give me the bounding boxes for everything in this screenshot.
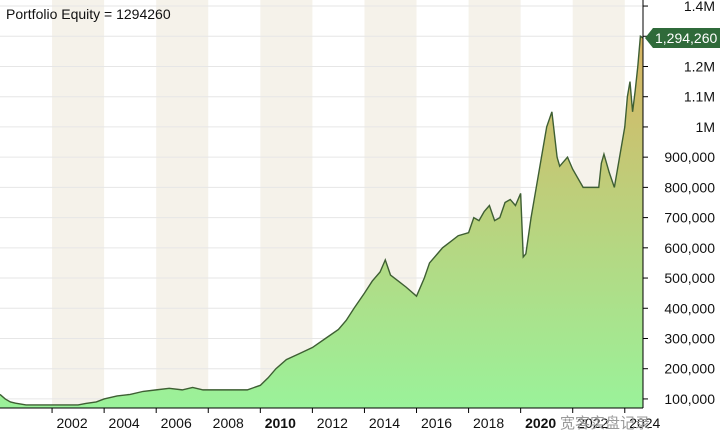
x-axis-ticks: 2002 2004 2006 2008 2010 2012 2014 2016 2018 2020… <box>51 408 661 431</box>
year-band <box>52 0 105 408</box>
y-tick-label: 600,000 <box>664 240 715 256</box>
y-tick-label: 100,000 <box>664 391 715 407</box>
y-tick-label: 200,000 <box>664 361 715 377</box>
y-tick-label: 1.1M <box>684 89 715 105</box>
year-band <box>156 0 209 408</box>
x-tick-label: 2006 <box>161 415 192 431</box>
y-tick-label: 500,000 <box>664 270 715 286</box>
last-value-box <box>645 28 720 49</box>
x-tick-label: 2022 <box>577 415 608 431</box>
y-tick-label: 300,000 <box>664 330 715 346</box>
x-tick-label: 2004 <box>109 415 140 431</box>
last-value-label: 1,294,260 <box>655 30 717 46</box>
year-band <box>260 0 313 408</box>
watermark-text: 宽客实盘记录 <box>560 414 650 432</box>
y-tick-label: 1M <box>696 119 715 135</box>
y-tick-label: 700,000 <box>664 210 715 226</box>
x-tick-label: 2014 <box>369 415 400 431</box>
y-tick-label: 1.2M <box>684 58 715 74</box>
equity-line <box>0 35 643 406</box>
y-tick-label: 900,000 <box>664 149 715 165</box>
y-tick-label: 800,000 <box>664 179 715 195</box>
y-tick-label: 1.4M <box>684 0 715 14</box>
last-value-marker: 1,294,260 <box>645 28 720 49</box>
x-tick-label: 2012 <box>317 415 348 431</box>
x-tick-label: 2016 <box>421 415 452 431</box>
chart-title: Portfolio Equity = 1294260 <box>6 6 171 22</box>
x-tick-label: 2018 <box>473 415 504 431</box>
x-tick-label: 2002 <box>56 415 87 431</box>
x-tick-label: 2010 <box>265 415 296 431</box>
equity-area <box>0 36 643 408</box>
y-axis-ticks: 1.4M1.3M1.2M1.1M1M900,000800,000700,0006… <box>643 0 715 407</box>
x-tick-label: 2020 <box>525 415 556 431</box>
x-tick-label: 2024 <box>629 415 660 431</box>
y-tick-label: 400,000 <box>664 300 715 316</box>
x-tick-label: 2008 <box>213 415 244 431</box>
